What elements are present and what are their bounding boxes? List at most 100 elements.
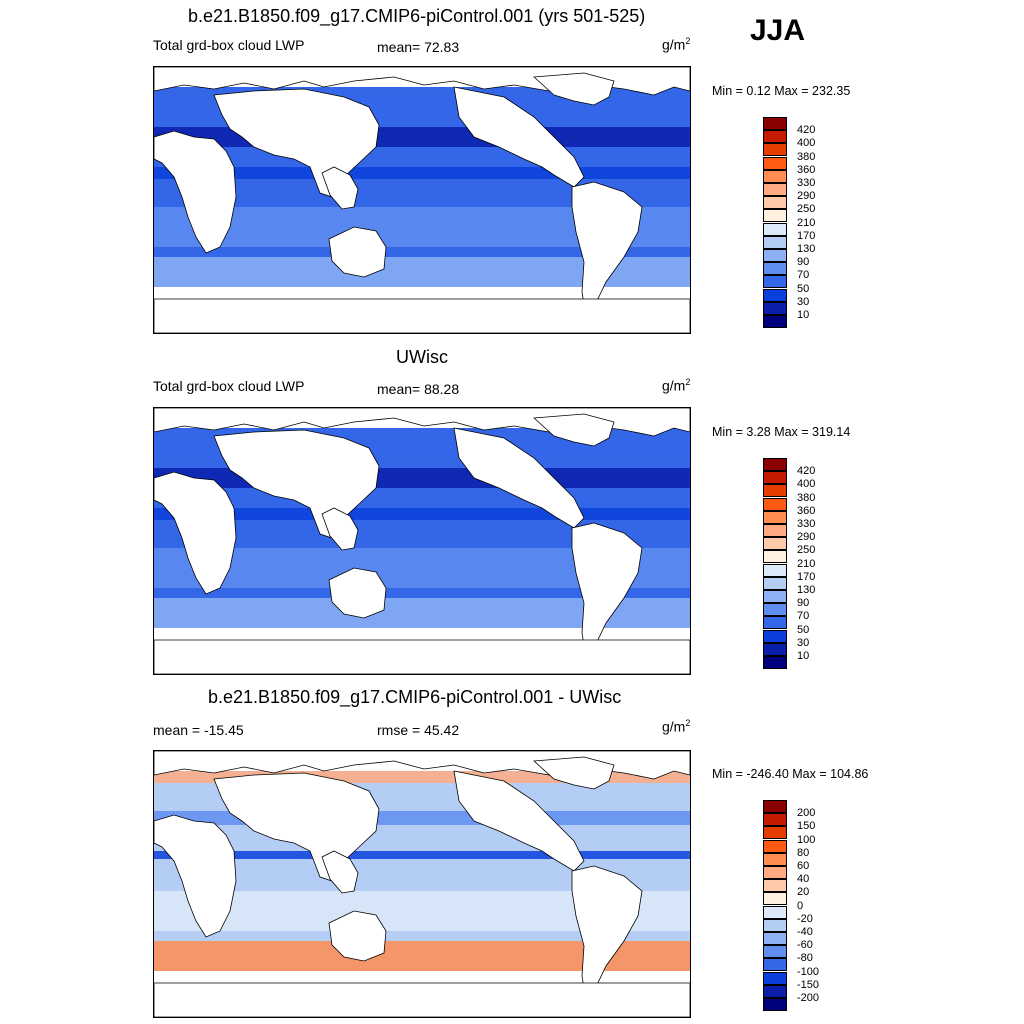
- land-outline: [154, 982, 690, 1017]
- colorbar-level-label: 70: [797, 269, 810, 282]
- colorbar-level-label: 170: [797, 229, 816, 242]
- land-outline: [328, 226, 387, 278]
- colorbar-swatch: [763, 563, 787, 577]
- colorbar-level-label: 30: [797, 295, 810, 308]
- land-outline: [453, 770, 585, 872]
- colorbar-swatch: [763, 629, 787, 643]
- colorbar-swatch: [763, 235, 787, 249]
- colorbar-swatch: [763, 576, 787, 590]
- panel2-variable-label: Total grd-box cloud LWP: [153, 378, 305, 394]
- land-outline: [533, 413, 615, 447]
- panel1-map: [153, 66, 691, 334]
- land-outline: [328, 567, 387, 619]
- colorbar-level-label: -60: [797, 939, 813, 952]
- land-outline: [571, 181, 643, 318]
- land-outline: [571, 522, 643, 659]
- colorbar-swatch: [763, 879, 787, 893]
- colorbar-level-label: 50: [797, 623, 810, 636]
- colorbar-level-label: 30: [797, 636, 810, 649]
- colorbar-level-label: 170: [797, 570, 816, 583]
- land-outline: [321, 166, 359, 210]
- colorbar-swatch: [763, 892, 787, 906]
- land-outline: [533, 72, 615, 106]
- panel1-minmax: Min = 0.12 Max = 232.35: [712, 84, 851, 98]
- colorbar-level-label: 380: [797, 491, 816, 504]
- colorbar-swatch: [763, 209, 787, 223]
- colorbar-swatch: [763, 852, 787, 866]
- colorbar-level-label: 200: [797, 807, 816, 820]
- colorbar-swatch: [763, 918, 787, 932]
- colorbar-level-label: -150: [797, 978, 820, 991]
- colorbar-level-label: 20: [797, 886, 810, 899]
- panel2-mean-label: mean= 88.28: [377, 381, 460, 397]
- colorbar-level-label: 360: [797, 504, 816, 517]
- colorbar-level-label: 250: [797, 203, 816, 216]
- colorbar-level-label: 70: [797, 610, 810, 623]
- land-outline: [328, 910, 387, 962]
- colorbar-level-label: 290: [797, 531, 816, 544]
- colorbar-level-label: 130: [797, 584, 816, 596]
- land-outline: [453, 427, 585, 529]
- colorbar-level-label: 330: [797, 518, 816, 530]
- colorbar-swatch: [763, 156, 787, 170]
- colorbar-swatch: [763, 183, 787, 196]
- land-outline: [533, 756, 615, 790]
- colorbar-swatch: [763, 945, 787, 959]
- panel3-rmse-label: rmse = 45.42: [377, 722, 460, 738]
- panel3-map: [153, 750, 691, 1018]
- colorbar-swatch: [763, 484, 787, 498]
- colorbar-swatch: [763, 998, 787, 1011]
- colorbar-swatch: [763, 958, 787, 972]
- land-outline: [154, 639, 690, 674]
- colorbar-level-label: -40: [797, 926, 813, 938]
- colorbar-swatch: [763, 616, 787, 630]
- colorbar-level-label: 210: [797, 216, 816, 229]
- colorbar-swatch: [763, 301, 787, 315]
- colorbar-level-label: 150: [797, 820, 816, 833]
- colorbar-level-label: 400: [797, 137, 816, 150]
- land-outline: [321, 507, 359, 551]
- panel3-mean-label: mean = -15.45: [153, 722, 244, 738]
- colorbar-level-label: -100: [797, 965, 820, 978]
- colorbar-swatch: [763, 971, 787, 985]
- colorbar-swatch: [763, 656, 787, 669]
- panel2-unit: g/m2: [662, 377, 691, 394]
- colorbar-swatch: [763, 550, 787, 564]
- colorbar-swatch: [763, 839, 787, 853]
- colorbar-swatch: [763, 524, 787, 537]
- colorbar-swatch: [763, 813, 787, 827]
- land-outline: [154, 471, 237, 595]
- land-outline: [453, 86, 585, 188]
- colorbar-level-label: 10: [797, 309, 810, 321]
- colorbar-level-label: 290: [797, 190, 816, 203]
- land-outline: [154, 298, 690, 333]
- colorbar-level-label: 40: [797, 873, 810, 886]
- colorbar-level-label: 250: [797, 544, 816, 557]
- colorbar-level-label: 90: [797, 597, 810, 610]
- land-outline: [571, 865, 643, 1002]
- panel1-variable-label: Total grd-box cloud LWP: [153, 37, 305, 53]
- colorbar-level-label: 90: [797, 256, 810, 269]
- colorbar-swatch: [763, 315, 787, 328]
- colorbar-level-label: 100: [797, 833, 816, 846]
- colorbar-swatch: [763, 497, 787, 511]
- colorbar-level-label: 60: [797, 860, 810, 872]
- colorbar-swatch: [763, 249, 787, 262]
- land-outline: [154, 814, 237, 938]
- colorbar-swatch: [763, 905, 787, 919]
- colorbar-swatch: [763, 932, 787, 945]
- colorbar-swatch: [763, 642, 787, 656]
- colorbar-level-label: 420: [797, 124, 816, 137]
- colorbar-swatch: [763, 800, 787, 813]
- colorbar-swatch: [763, 603, 787, 617]
- colorbar-level-label: -200: [797, 992, 820, 1004]
- panel1-unit: g/m2: [662, 36, 691, 53]
- colorbar-swatch: [763, 117, 787, 130]
- colorbar-level-label: 400: [797, 478, 816, 491]
- panel3-minmax: Min = -246.40 Max = 104.86: [712, 767, 869, 781]
- colorbar-swatch: [763, 288, 787, 302]
- panel1-mean-label: mean= 72.83: [377, 39, 460, 55]
- colorbar-level-label: 10: [797, 650, 810, 662]
- panel2-minmax: Min = 3.28 Max = 319.14: [712, 425, 851, 439]
- colorbar-swatch: [763, 262, 787, 276]
